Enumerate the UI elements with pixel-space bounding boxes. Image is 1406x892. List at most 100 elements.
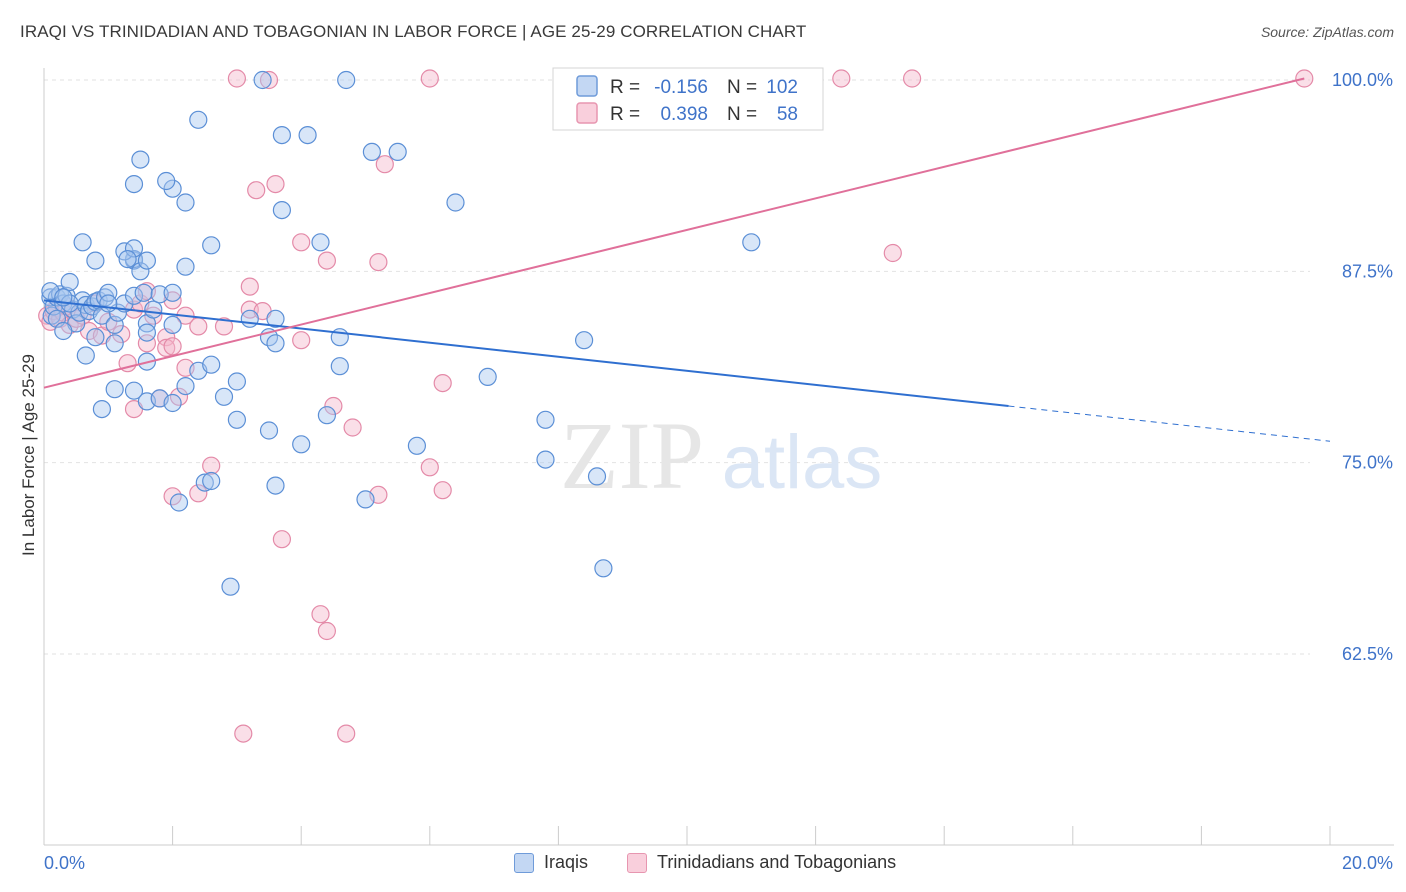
data-point xyxy=(163,315,182,334)
data-point xyxy=(594,559,613,578)
legend-box: R = -0.156 N = 102 R = 0.398 N = 58 xyxy=(552,67,824,131)
data-point xyxy=(163,283,182,302)
bottom-legend: Iraqis Trinidadians and Tobagonians xyxy=(0,852,1406,880)
data-point xyxy=(214,387,234,406)
data-point xyxy=(76,346,95,365)
data-point xyxy=(317,406,336,425)
legend-r-label: R = xyxy=(610,77,640,98)
data-point xyxy=(247,181,266,200)
data-point xyxy=(369,253,388,272)
data-point xyxy=(298,126,317,145)
data-point xyxy=(134,283,153,302)
data-point xyxy=(105,334,124,353)
data-point xyxy=(144,300,163,319)
data-point xyxy=(832,69,851,88)
data-point xyxy=(343,418,362,437)
data-point xyxy=(883,243,902,263)
data-point xyxy=(433,374,452,393)
tick-labels: 62.5% 75.0% 87.5% 100.0% 0.0% 20.0% xyxy=(44,70,1393,873)
data-point xyxy=(266,309,285,328)
data-point xyxy=(433,481,452,500)
data-point xyxy=(362,142,381,161)
y-tick-label: 62.5% xyxy=(1342,644,1393,664)
data-point xyxy=(137,334,156,353)
data-point xyxy=(54,321,73,341)
data-point xyxy=(189,484,208,503)
trend-line-iraqis-extension xyxy=(1008,405,1331,442)
data-point xyxy=(202,236,221,255)
legend-item-iraqis: Iraqis xyxy=(514,852,588,873)
data-point xyxy=(330,357,349,376)
data-point xyxy=(253,70,272,90)
data-point xyxy=(266,334,285,353)
trend-line-trinidadians xyxy=(43,77,1305,389)
legend-swatch-blue xyxy=(514,852,534,873)
data-point xyxy=(337,70,356,90)
data-point xyxy=(137,323,156,342)
data-point xyxy=(292,331,311,350)
x-tick-label: 0.0% xyxy=(44,853,85,873)
data-point xyxy=(60,272,79,292)
legend-swatch-pink xyxy=(627,852,647,873)
legend-n-label: N = xyxy=(727,77,757,98)
data-point xyxy=(163,337,182,356)
data-point xyxy=(311,233,330,252)
legend-r-label: R = xyxy=(610,104,640,125)
data-point xyxy=(388,142,407,161)
data-point xyxy=(176,193,195,212)
data-point xyxy=(420,69,439,88)
data-point xyxy=(189,317,208,336)
legend-n-value: 58 xyxy=(777,104,798,125)
data-point xyxy=(272,530,291,549)
axes xyxy=(43,68,1394,846)
data-point xyxy=(227,69,246,88)
data-point xyxy=(118,250,137,269)
data-point xyxy=(407,436,426,455)
data-point xyxy=(356,490,375,509)
trend-line-iraqis xyxy=(43,299,1009,408)
data-point xyxy=(266,476,285,495)
data-point xyxy=(574,331,594,350)
data-point xyxy=(73,233,92,252)
legend-label-iraqis: Iraqis xyxy=(544,852,589,872)
legend-box-swatch xyxy=(576,102,598,124)
data-point xyxy=(157,171,176,191)
data-point xyxy=(92,400,112,419)
data-point xyxy=(202,355,221,374)
data-point xyxy=(587,467,607,486)
data-point xyxy=(214,317,234,336)
data-point xyxy=(176,257,195,276)
y-tick-label: 75.0% xyxy=(1342,453,1393,473)
data-point xyxy=(375,155,394,174)
legend-n-label: N = xyxy=(727,104,757,125)
data-point xyxy=(317,251,336,270)
data-point xyxy=(169,493,189,512)
data-point xyxy=(163,393,182,413)
legend-r-value: -0.156 xyxy=(654,77,708,98)
x-tick-label: 20.0% xyxy=(1342,853,1393,873)
legend-n-value: 102 xyxy=(766,77,798,98)
data-point xyxy=(202,471,221,491)
watermark-atlas: atlas xyxy=(722,420,883,505)
chart-title: IRAQI VS TRINIDADIAN AND TOBAGONIAN IN L… xyxy=(20,22,807,41)
data-point xyxy=(240,309,259,328)
data-point xyxy=(227,372,246,391)
data-point xyxy=(137,251,156,270)
source-credit: Source: ZipAtlas.com xyxy=(1260,24,1394,40)
legend-r-value: 0.398 xyxy=(660,104,708,125)
data-point xyxy=(86,251,105,270)
data-point xyxy=(272,201,291,220)
data-point xyxy=(536,410,555,429)
series-trinidadians-points xyxy=(38,69,1314,743)
data-point xyxy=(202,456,221,475)
data-point xyxy=(131,262,150,281)
data-point xyxy=(240,277,259,296)
data-point xyxy=(317,621,336,641)
data-point xyxy=(124,239,144,258)
data-point xyxy=(234,724,253,743)
data-point xyxy=(311,605,330,624)
data-point xyxy=(99,294,118,313)
data-point xyxy=(176,377,195,396)
data-point xyxy=(195,473,214,492)
y-tick-label: 87.5% xyxy=(1342,261,1393,281)
